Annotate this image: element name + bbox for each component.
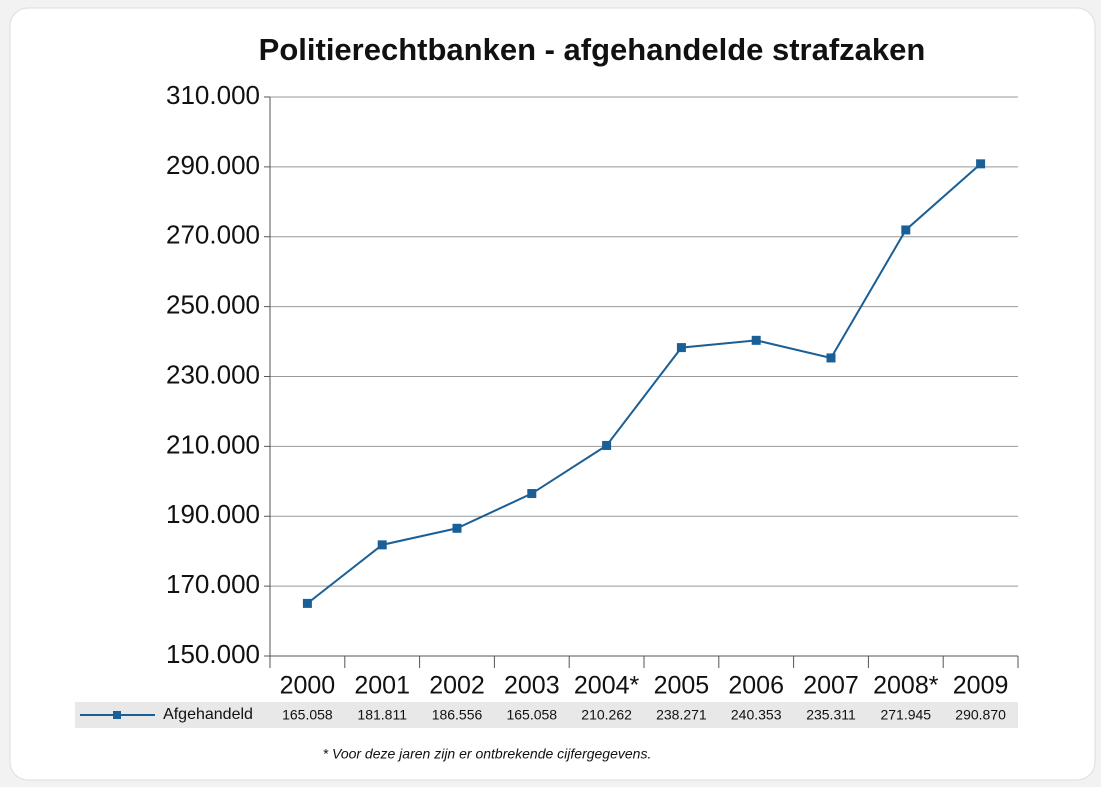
y-tick-label: 250.000 (166, 290, 260, 320)
chart-title: Politierechtbanken - afgehandelde strafz… (259, 32, 926, 67)
x-tick-label: 2009 (953, 672, 1009, 700)
y-tick-label: 170.000 (166, 569, 260, 599)
series-line (306, 163, 982, 605)
legend-label: Afgehandeld (163, 706, 253, 723)
x-tick-label: 2005 (654, 672, 710, 700)
y-tick-label: 270.000 (166, 220, 260, 250)
table-band (75, 702, 1018, 728)
y-tick-label: 210.000 (166, 429, 260, 459)
point (302, 598, 312, 608)
y-tick-label: 230.000 (166, 359, 260, 389)
table-cell: 186.556 (432, 707, 483, 723)
point (377, 540, 387, 550)
x-tick-label: 2008* (873, 672, 939, 700)
point (527, 489, 537, 499)
point (826, 353, 836, 363)
x-tick-label: 2002 (429, 672, 485, 700)
table-cell: 181.811 (357, 707, 407, 723)
legend-marker (113, 711, 121, 719)
y-tick-label: 150.000 (166, 639, 260, 669)
footnote: * Voor deze jaren zijn er ontbrekende ci… (323, 746, 652, 762)
x-tick-label: 2007 (803, 672, 859, 700)
x-tick-label: 2006 (728, 672, 784, 700)
point (751, 335, 761, 345)
y-tick-label: 190.000 (166, 499, 260, 529)
x-tick-label: 2003 (504, 672, 560, 700)
y-tick-label: 310.000 (166, 80, 260, 110)
table-cell: 210.262 (581, 707, 632, 723)
point (452, 523, 462, 533)
table-cell: 240.353 (731, 707, 782, 723)
point (602, 440, 612, 450)
y-tick-label: 290.000 (166, 150, 260, 180)
table-cell: 271.945 (880, 707, 931, 723)
table-cell: 165.058 (282, 707, 333, 723)
table-cell: 290.870 (955, 707, 1006, 723)
card (9, 7, 1096, 781)
x-tick-label: 2001 (354, 672, 410, 700)
point (901, 225, 911, 235)
point (676, 343, 686, 353)
x-tick-label: 2000 (280, 672, 336, 700)
table-cell: 165.058 (506, 707, 557, 723)
table-cell: 235.311 (806, 707, 856, 723)
point (976, 159, 986, 169)
x-tick-label: 2004* (574, 672, 640, 700)
table-cell: 238.271 (656, 707, 707, 723)
